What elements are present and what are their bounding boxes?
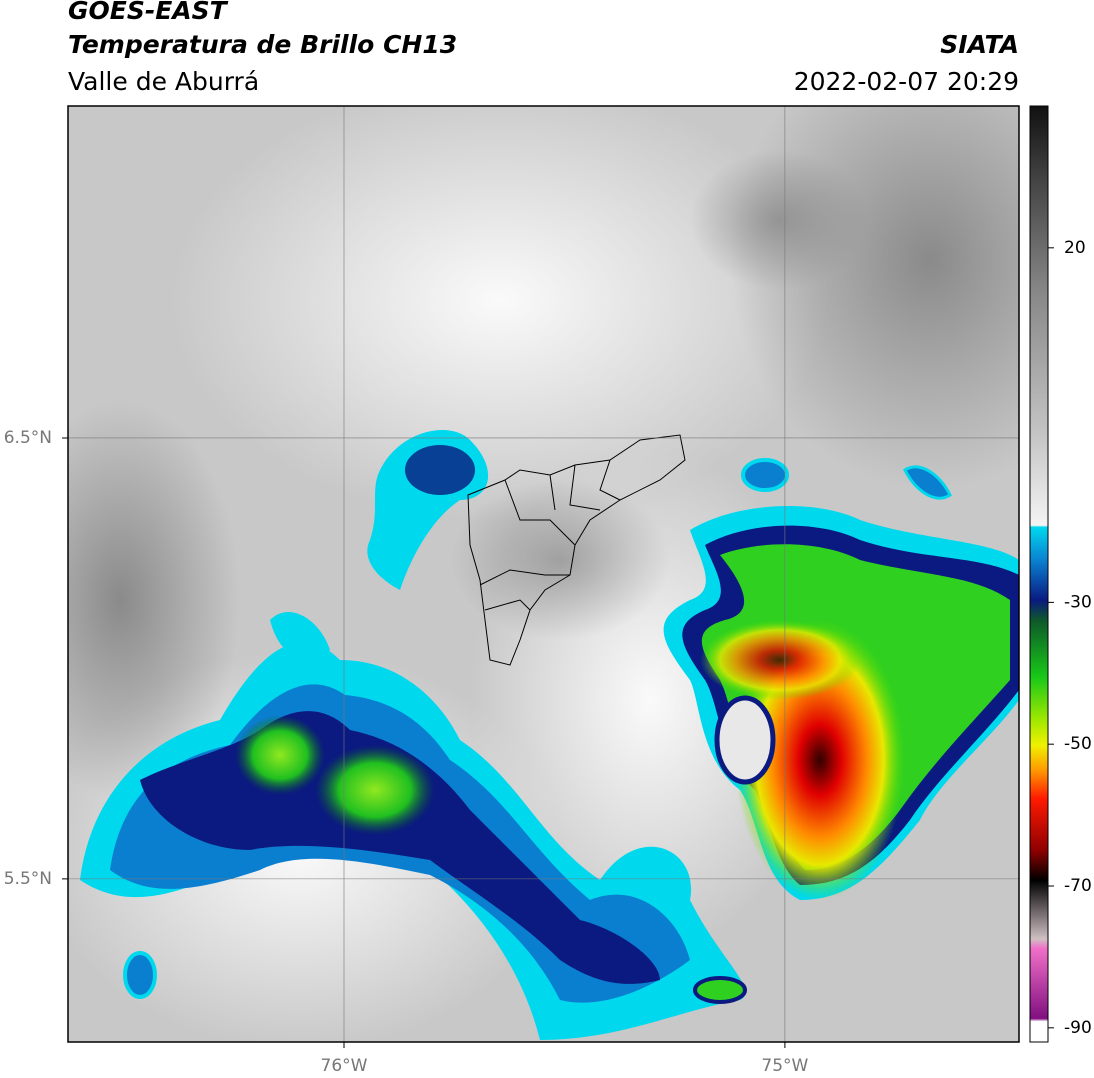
colorbar-label: -70 xyxy=(1064,876,1092,896)
satellite: GOES-EAST xyxy=(68,0,229,25)
colorbar-label: -50 xyxy=(1064,734,1092,754)
y-tick-label: 6.5°N xyxy=(4,428,52,448)
y-tick-label: 5.5°N xyxy=(4,869,52,889)
imagery xyxy=(68,106,1019,1042)
datetime: 2022-02-07 20:29 xyxy=(794,67,1019,96)
x-tick-label: 75°W xyxy=(761,1056,808,1076)
colorbar xyxy=(1029,105,1049,1043)
title: Temperatura de Brillo CH13 xyxy=(68,30,457,59)
colorbar-label: -30 xyxy=(1064,592,1092,612)
x-tick-label: 76°W xyxy=(321,1056,368,1076)
map-frame xyxy=(67,105,1020,1043)
region: Valle de Aburrá xyxy=(68,67,259,96)
colorbar-label: -90 xyxy=(1064,1018,1092,1038)
agency: SIATA xyxy=(940,30,1019,59)
graticule xyxy=(68,106,1019,1042)
colorbar-label: 20 xyxy=(1064,238,1086,258)
